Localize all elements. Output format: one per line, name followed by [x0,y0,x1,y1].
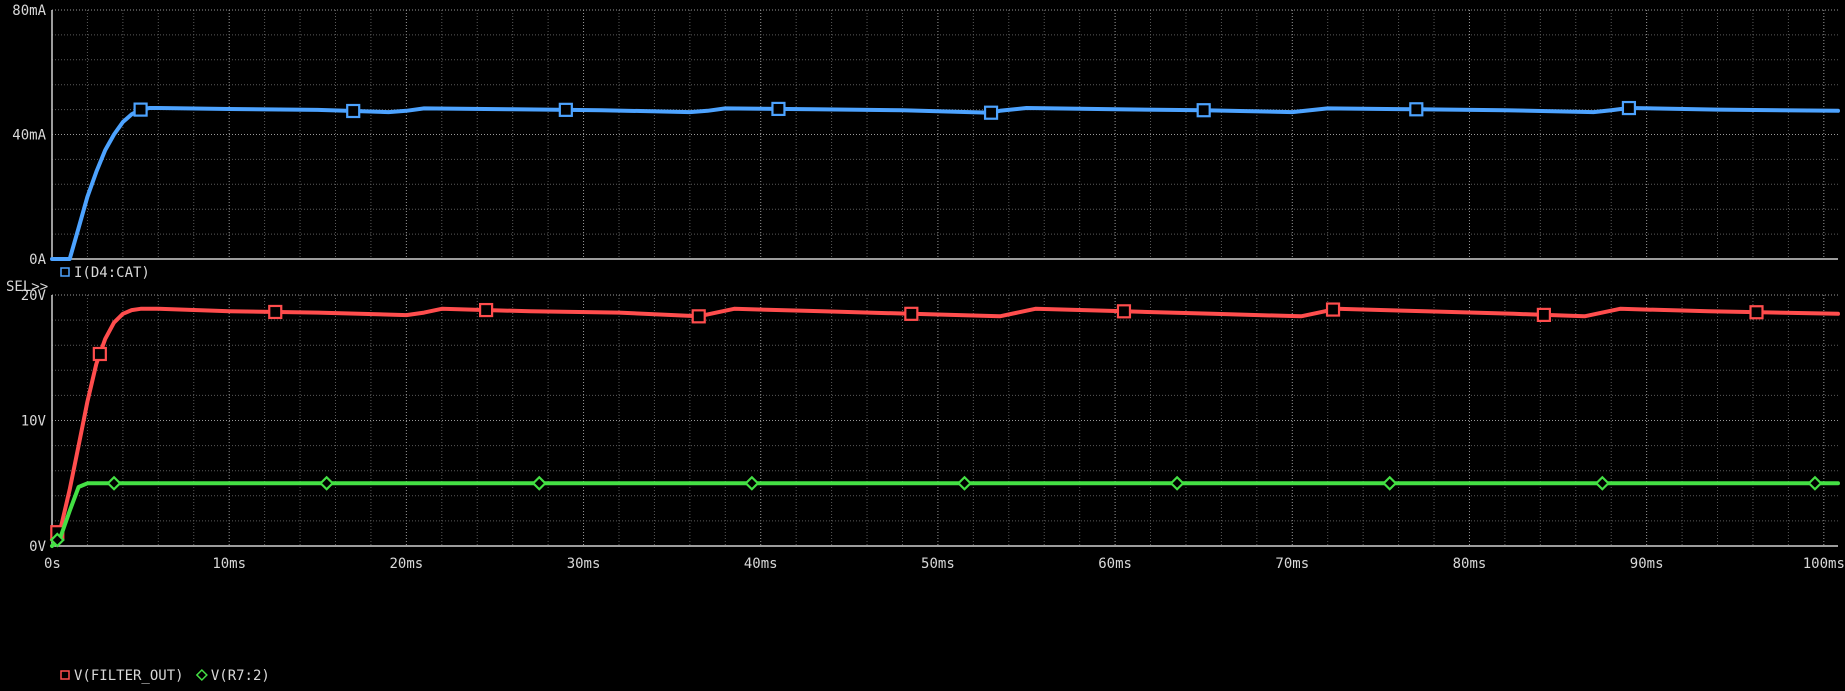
current-plot-y-ticks: 0A 40mA 80mA [12,3,46,268]
x-tick-label: 10ms [212,556,246,572]
voltage-plot-y-ticks: 0V 10V 20V [21,288,47,555]
v-filter-out-marker [691,309,706,324]
time-axis-ticks: 0s 10ms 20ms 30ms 40ms 50ms 60ms 70ms 80ms 90ms 10… [44,556,1845,572]
y-tick-label: 40mA [12,128,46,144]
x-tick-label: 20ms [390,556,424,572]
i-d4-cat-legend-label[interactable]: I(D4:CAT) [74,265,150,281]
i-d4-cat-marker [771,101,786,117]
x-tick-label: 40ms [744,556,778,572]
v-filter-out-marker [1325,302,1341,317]
y-tick-label: 10V [21,414,47,430]
v-filter-out-legend-label[interactable]: V(FILTER_OUT) [74,668,184,684]
x-tick-label: 80ms [1453,556,1487,572]
x-tick-label: 30ms [567,556,601,572]
x-tick-label: 90ms [1630,556,1664,572]
y-tick-label: 0A [29,252,46,268]
x-tick-label: 60ms [1098,556,1132,572]
voltage-plot-frame [51,295,1838,547]
v-r7-2-marker [1807,475,1823,491]
sel-marker: SEL>> [6,279,48,295]
v-filter-out-marker [1749,305,1764,320]
v-filter-out-marker [92,346,107,362]
v-r7-2-marker [1169,475,1185,491]
v-r7-2-trace[interactable] [50,481,1840,548]
i-d4-cat-legend-marker [60,267,70,277]
v-r7-2-marker [49,532,65,548]
v-filter-out-legend-marker [60,670,70,680]
i-d4-cat-marker [983,105,999,120]
i-d4-cat-marker [346,103,361,119]
x-tick-label: 100ms [1803,556,1845,572]
i-d4-cat-trace[interactable] [50,106,1840,261]
voltage-plot-legend[interactable]: V(FILTER_OUT) V(R7:2) [60,668,270,684]
v-r7-2-legend-marker [195,668,208,682]
current-plot-legend[interactable]: I(D4:CAT) [60,265,150,281]
v-filter-out-marker [268,304,283,320]
v-r7-2-marker [106,475,122,491]
i-d4-cat-marker [1409,102,1424,117]
x-tick-label: 50ms [921,556,955,572]
v-r7-2-marker [744,475,760,491]
current-plot-series [50,100,1840,261]
i-d4-cat-marker [1621,100,1637,116]
v-filter-out-marker [1536,307,1551,322]
v-r7-2-marker [956,475,973,491]
v-filter-out-marker [1116,304,1132,319]
y-tick-label: 80mA [12,3,46,19]
v-r7-2-marker [1382,475,1398,491]
v-r7-2-marker [531,475,547,491]
i-d4-cat-marker [1196,103,1211,118]
voltage-plot-series [49,302,1840,548]
y-tick-label: 0V [29,539,46,555]
current-plot-frame [51,10,1838,260]
y-tick-label: 20V [21,288,47,304]
current-plot[interactable]: 0A 40mA 80mA SEL>> I(D4:CAT) [6,3,1840,295]
v-r7-2-legend-label[interactable]: V(R7:2) [211,668,270,684]
v-r7-2-marker [1594,475,1610,491]
i-d4-cat-marker [133,102,148,117]
x-tick-label: 70ms [1275,556,1309,572]
i-d4-cat-marker [558,102,573,117]
v-filter-out-marker [478,302,494,318]
voltage-plot[interactable]: 0V 10V 20V 0s 10ms 20ms 30ms 40ms 50ms 60ms 70ms 8… [21,288,1845,684]
v-filter-out-marker [904,306,919,321]
x-tick-label: 0s [44,556,61,572]
v-r7-2-marker [319,475,335,491]
